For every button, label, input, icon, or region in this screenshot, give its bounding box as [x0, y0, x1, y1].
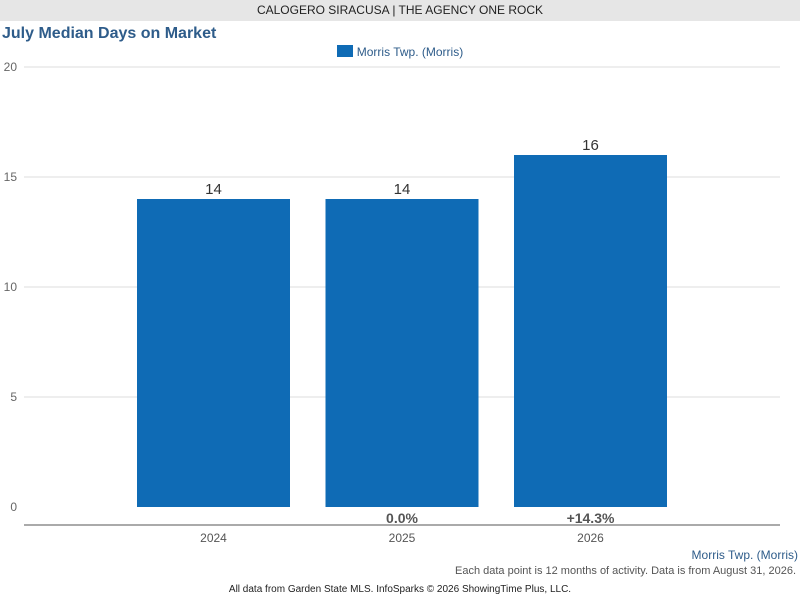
y-tick-label: 0: [10, 500, 17, 514]
change-label: +14.3%: [567, 510, 615, 526]
bar: [325, 199, 479, 507]
chart-title: July Median Days on Market: [2, 25, 217, 42]
data-note: Each data point is 12 months of activity…: [455, 565, 796, 577]
x-tick-label: 2025: [389, 531, 416, 545]
legend-swatch: [336, 45, 353, 57]
y-tick-label: 20: [4, 60, 18, 74]
credit-line: All data from Garden State MLS. InfoSpar…: [228, 584, 572, 595]
bar: [514, 155, 667, 507]
y-tick-label: 15: [4, 170, 18, 184]
report-header: CALOGERO SIRACUSA | THE AGENCY ONE ROCK: [0, 0, 800, 21]
legend-label: Morris Twp. (Morris): [356, 45, 464, 59]
chart-legend[interactable]: Morris Twp. (Morris): [0, 45, 800, 59]
bar: [137, 199, 290, 507]
data-label: 14: [394, 181, 411, 198]
change-label: 0.0%: [386, 510, 418, 526]
x-tick-label: 2024: [200, 531, 227, 545]
x-tick-label: 2026: [577, 531, 604, 545]
y-tick-label: 5: [10, 390, 17, 404]
series-label: Morris Twp. (Morris): [691, 548, 798, 562]
y-tick-label: 10: [4, 280, 18, 294]
data-label: 14: [205, 181, 222, 198]
data-label: 16: [582, 137, 599, 154]
